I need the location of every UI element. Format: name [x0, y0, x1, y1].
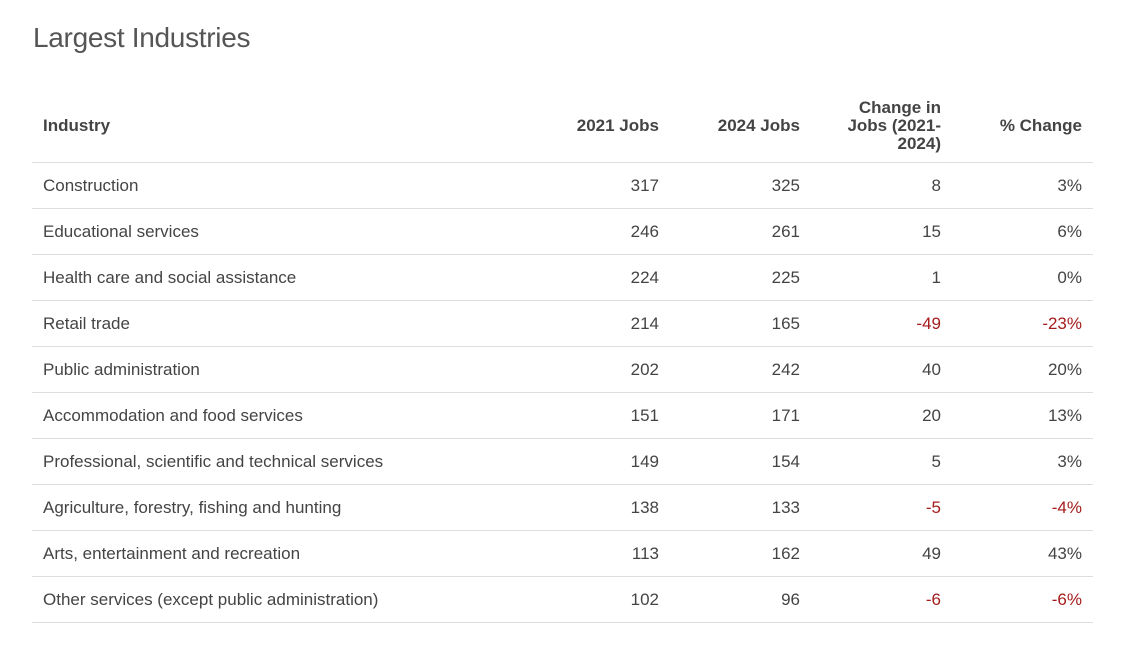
industry-cell: Construction	[32, 162, 530, 209]
number-cell: 261	[670, 208, 811, 255]
table-head: Industry 2021 Jobs 2024 Jobs Change in Jobs…	[32, 90, 1093, 163]
number-cell: 171	[670, 392, 811, 439]
column-header: Change in Jobs (2021-2024)	[811, 90, 952, 163]
number-cell: 8	[811, 162, 952, 209]
number-cell: 133	[670, 484, 811, 531]
industries-table: Industry 2021 Jobs 2024 Jobs Change in Jobs…	[32, 90, 1093, 623]
number-cell: 3%	[952, 438, 1093, 485]
number-cell: 225	[670, 254, 811, 301]
number-cell: 102	[530, 576, 670, 623]
table-row: Professional, scientific and technical s…	[32, 438, 1093, 485]
industry-cell: Retail trade	[32, 300, 530, 347]
number-cell: 15	[811, 208, 952, 255]
column-header: Industry	[32, 90, 530, 163]
number-cell: 325	[670, 162, 811, 209]
number-cell: -4%	[952, 484, 1093, 531]
number-cell: 20%	[952, 346, 1093, 393]
number-cell: -6%	[952, 576, 1093, 623]
table-row: Accommodation and food services 151 171 20 1…	[32, 392, 1093, 439]
number-cell: 20	[811, 392, 952, 439]
industry-cell: Arts, entertainment and recreation	[32, 530, 530, 577]
table-row: Retail trade 214 165 -49 -23%	[32, 300, 1093, 347]
industry-cell: Educational services	[32, 208, 530, 255]
number-cell: 49	[811, 530, 952, 577]
number-cell: 214	[530, 300, 670, 347]
column-header: % Change	[952, 90, 1093, 163]
number-cell: 317	[530, 162, 670, 209]
number-cell: -5	[811, 484, 952, 531]
column-header: 2021 Jobs	[530, 90, 670, 163]
table-row: Agriculture, forestry, fishing and hunti…	[32, 484, 1093, 531]
table-row: Arts, entertainment and recreation 113 162…	[32, 530, 1093, 577]
number-cell: 154	[670, 438, 811, 485]
number-cell: 224	[530, 254, 670, 301]
number-cell: 202	[530, 346, 670, 393]
table-row: Health care and social assistance 224 225 1…	[32, 254, 1093, 301]
number-cell: 96	[670, 576, 811, 623]
number-cell: 43%	[952, 530, 1093, 577]
number-cell: -23%	[952, 300, 1093, 347]
number-cell: 6%	[952, 208, 1093, 255]
number-cell: 40	[811, 346, 952, 393]
table-row: Other services (except public administra…	[32, 576, 1093, 623]
table-row: Construction 317 325 8 3%	[32, 162, 1093, 209]
industry-cell: Other services (except public administra…	[32, 576, 530, 623]
page-title: Largest Industries	[33, 22, 251, 53]
industry-cell: Agriculture, forestry, fishing and hunti…	[32, 484, 530, 531]
number-cell: -49	[811, 300, 952, 347]
number-cell: -6	[811, 576, 952, 623]
number-cell: 162	[670, 530, 811, 577]
industry-cell: Accommodation and food services	[32, 392, 530, 439]
table-row: Educational services 246 261 15 6%	[32, 208, 1093, 255]
number-cell: 13%	[952, 392, 1093, 439]
industry-cell: Public administration	[32, 346, 530, 393]
industry-cell: Professional, scientific and technical s…	[32, 438, 530, 485]
header-row: Industry 2021 Jobs 2024 Jobs Change in Jobs…	[32, 90, 1093, 163]
number-cell: 165	[670, 300, 811, 347]
number-cell: 246	[530, 208, 670, 255]
number-cell: 5	[811, 438, 952, 485]
number-cell: 0%	[952, 254, 1093, 301]
number-cell: 138	[530, 484, 670, 531]
number-cell: 3%	[952, 162, 1093, 209]
table-body: Construction 317 325 8 3% Educational service…	[32, 162, 1093, 623]
number-cell: 151	[530, 392, 670, 439]
number-cell: 113	[530, 530, 670, 577]
column-header: 2024 Jobs	[670, 90, 811, 163]
number-cell: 242	[670, 346, 811, 393]
number-cell: 1	[811, 254, 952, 301]
table-row: Public administration 202 242 40 20%	[32, 346, 1093, 393]
column-header-text: Change in Jobs (2021-2024)	[847, 98, 941, 153]
number-cell: 149	[530, 438, 670, 485]
industry-cell: Health care and social assistance	[32, 254, 530, 301]
